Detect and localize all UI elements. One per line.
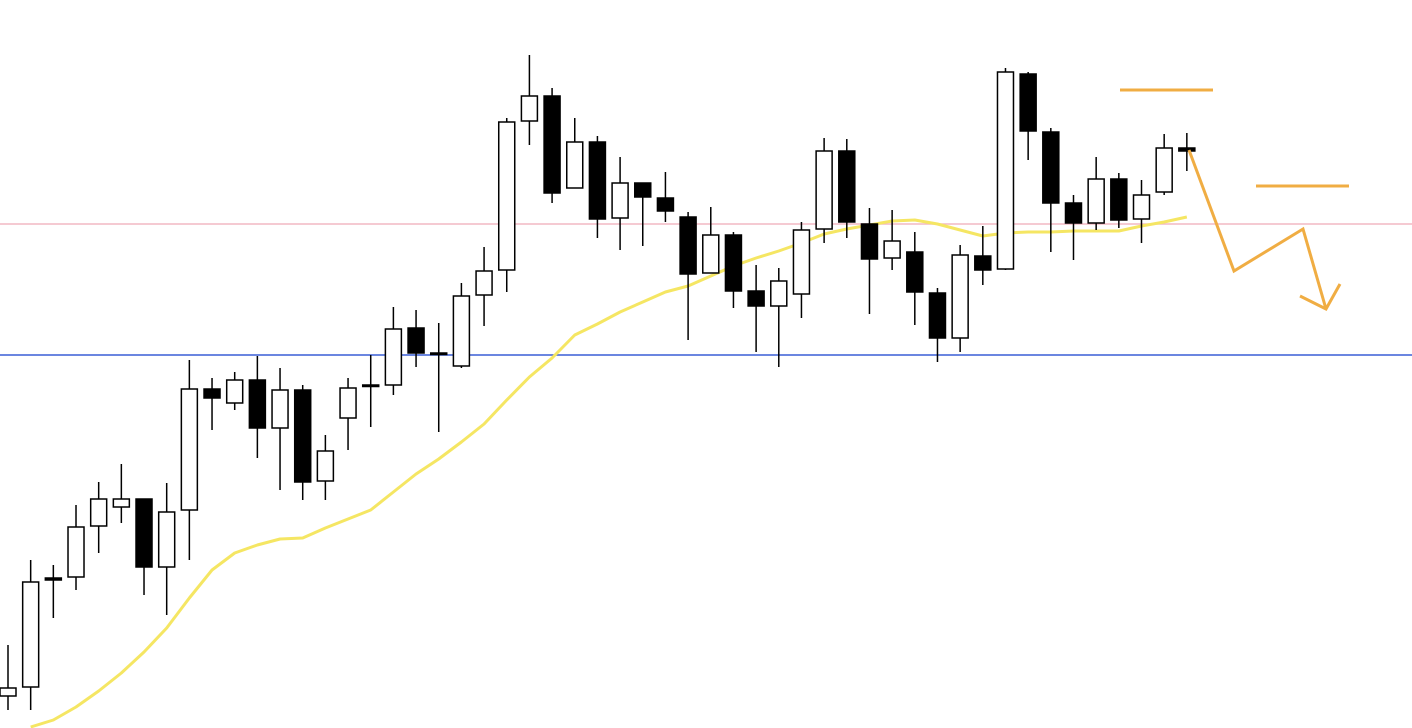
candle-body [0,687,17,697]
candle-body [838,150,856,223]
candle-body [996,71,1015,270]
candle-body [316,450,335,482]
annotation-arrowhead [1299,283,1342,311]
candle-body [112,498,131,508]
moving-average [30,215,1188,728]
candle-body [656,197,675,212]
candle-body [974,255,992,271]
candle-body [1064,202,1083,224]
candle-body [1178,147,1196,152]
annotation-arrow [1187,149,1328,310]
candle-body [135,498,153,568]
chart-body [0,55,1412,728]
candle-body [928,292,947,339]
candle-body [180,388,199,511]
candle-body [452,295,471,367]
candle-body [906,251,924,293]
candle-body [588,141,607,220]
candle-body [21,581,40,688]
candle-body [1042,131,1060,204]
candle-body [293,389,312,483]
candle-body [883,240,901,259]
candle-body [815,150,833,230]
candle-body [384,328,403,386]
candle-body [475,270,493,296]
candle-body [520,95,539,122]
candle-body [339,387,357,419]
candle-body [679,216,697,275]
candle-body [951,254,969,339]
candle-body [702,234,720,274]
candle-body [497,121,516,271]
candle-body [361,384,380,388]
candle-body [611,182,629,219]
candle-body [543,95,561,194]
candle-body [248,379,267,429]
candle-body [1019,73,1037,132]
annotation [1120,88,1349,311]
candle-body [792,229,811,295]
candle-body [44,577,63,581]
candle-body [634,182,652,198]
candle-body [770,280,788,307]
candle-body [1087,178,1105,224]
candle-body [1155,147,1173,193]
candle-body [67,526,85,578]
candle-body [157,511,176,568]
candle-body [747,290,765,307]
candle-body [89,498,108,527]
candle-body [407,327,425,354]
candle-body [724,234,743,292]
candle-body [225,379,244,404]
candle-body [271,389,289,429]
candle-body [1132,194,1151,220]
candle-body [1110,178,1128,221]
candle-body [860,223,879,260]
candle-body [429,352,448,356]
candle-body [203,388,221,399]
candle-body [566,141,584,189]
